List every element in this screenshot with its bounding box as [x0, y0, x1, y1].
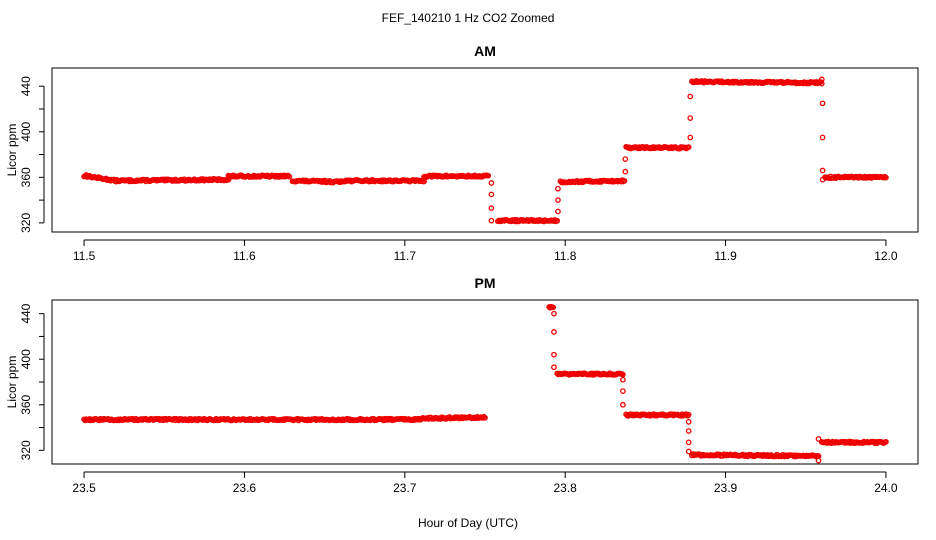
- data-point: [622, 168, 629, 175]
- data-point: [485, 172, 492, 179]
- plot-frame: [51, 299, 919, 465]
- x-tick-label: 23.7: [393, 481, 417, 495]
- data-point: [687, 93, 694, 100]
- data-point: [551, 329, 557, 335]
- plot-frame: [51, 67, 919, 233]
- data-point: [621, 178, 628, 184]
- data-point: [620, 401, 626, 408]
- data-point: [488, 180, 495, 186]
- data-point: [286, 173, 293, 180]
- x-tick-label: 23.8: [554, 481, 578, 495]
- data-point: [551, 310, 557, 317]
- y-tick-label: 320: [19, 213, 33, 233]
- data-point: [488, 217, 495, 224]
- data-points: [81, 303, 889, 464]
- data-point: [479, 415, 486, 421]
- panel-am: AM Licor ppm 11.5 11.6 11.7 11.8 11.9 12.0 320 36…: [5, 43, 919, 263]
- data-point: [819, 100, 826, 107]
- x-tick-label: 23.5: [72, 481, 96, 495]
- x-tick-label: 11.9: [714, 249, 737, 263]
- x-tick-label: 11.8: [554, 249, 577, 263]
- data-point: [687, 115, 694, 121]
- data-point: [555, 197, 561, 203]
- data-point: [482, 414, 488, 421]
- data-point: [819, 134, 826, 141]
- x-tick-label: 11.7: [394, 249, 417, 263]
- x-tick-label: 11.5: [73, 249, 96, 263]
- data-point: [685, 144, 692, 150]
- panel-title: PM: [475, 275, 496, 291]
- panel-pm: PM Licor ppm 23.5 23.6 23.7 23.8 23.9 24.0 320 36…: [5, 275, 919, 495]
- y-tick-label: 320: [19, 440, 33, 460]
- panel-title: AM: [474, 43, 496, 59]
- data-point: [554, 217, 561, 224]
- data-point: [883, 174, 889, 181]
- x-tick-label: 24.0: [874, 481, 898, 495]
- y-tick-label: 360: [19, 394, 33, 414]
- x-axis-label: Hour of Day (UTC): [418, 516, 518, 530]
- data-point: [285, 172, 292, 179]
- x-tick-label: 23.9: [714, 481, 738, 495]
- data-point: [488, 191, 495, 198]
- x-tick-label: 12.0: [874, 249, 898, 263]
- data-point: [883, 438, 889, 445]
- data-point: [551, 364, 557, 371]
- data-point: [819, 176, 826, 183]
- data-point: [620, 388, 626, 394]
- y-tick-label: 400: [19, 121, 33, 141]
- data-point: [555, 185, 561, 192]
- data-point: [622, 156, 629, 162]
- data-point: [815, 457, 822, 464]
- y-tick-label: 360: [19, 167, 33, 187]
- data-point: [620, 376, 626, 383]
- data-point: [685, 419, 692, 425]
- y-tick-label: 440: [19, 76, 33, 96]
- data-point: [682, 144, 689, 151]
- data-point: [815, 436, 822, 442]
- data-point: [551, 351, 557, 358]
- data-point: [620, 371, 626, 378]
- data-point: [684, 412, 691, 419]
- y-axis-label: Licor ppm: [5, 124, 19, 177]
- y-tick-label: 440: [19, 303, 33, 323]
- data-point: [481, 413, 487, 420]
- figure-title: FEF_140210 1 Hz CO2 Zoomed: [382, 11, 555, 25]
- data-point: [685, 448, 692, 455]
- data-point: [555, 208, 561, 215]
- data-point: [687, 134, 694, 141]
- data-point: [819, 167, 826, 174]
- data-point: [685, 439, 692, 446]
- data-point: [550, 304, 557, 311]
- x-tick-label: 11.6: [233, 249, 256, 263]
- y-tick-label: 400: [19, 349, 33, 369]
- data-point: [818, 76, 825, 83]
- chart-panels: AM Licor ppm 11.5 11.6 11.7 11.8 11.9 12.0 320 36…: [5, 43, 919, 495]
- data-point: [551, 218, 557, 224]
- y-axis-label: Licor ppm: [5, 356, 19, 409]
- data-point: [685, 428, 692, 434]
- x-tick-label: 23.6: [233, 481, 257, 495]
- data-point: [685, 411, 692, 418]
- data-points: [81, 76, 889, 225]
- data-point: [488, 205, 495, 211]
